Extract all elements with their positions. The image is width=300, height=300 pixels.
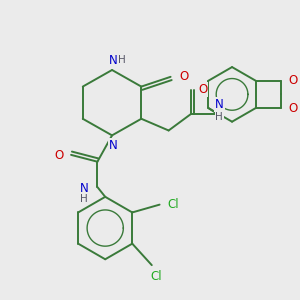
Text: H: H [215, 112, 223, 122]
Text: O: O [55, 149, 64, 162]
Text: N: N [215, 98, 224, 111]
Text: H: H [118, 55, 126, 65]
Text: Cl: Cl [167, 198, 179, 211]
Text: O: O [180, 70, 189, 83]
Text: O: O [288, 74, 297, 87]
Text: H: H [80, 194, 88, 204]
Text: Cl: Cl [151, 270, 163, 283]
Text: O: O [288, 101, 297, 115]
Text: N: N [109, 139, 117, 152]
Text: N: N [109, 54, 117, 67]
Text: N: N [80, 182, 88, 194]
Text: O: O [198, 83, 207, 96]
